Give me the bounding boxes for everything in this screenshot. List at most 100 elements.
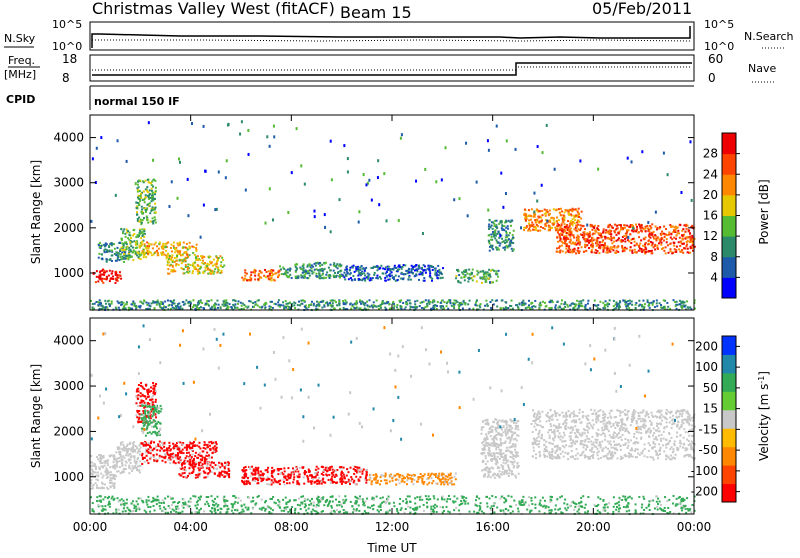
data-pixel bbox=[448, 474, 450, 476]
data-pixel bbox=[553, 208, 555, 210]
data-pixel bbox=[132, 444, 134, 446]
data-pixel bbox=[97, 301, 99, 303]
data-pixel bbox=[607, 237, 609, 239]
data-pixel bbox=[249, 468, 251, 470]
data-pixel bbox=[647, 243, 649, 245]
data-pixel bbox=[390, 475, 392, 477]
data-pixel bbox=[654, 234, 656, 236]
data-pixel bbox=[362, 303, 364, 305]
data-pixel bbox=[178, 448, 180, 450]
data-pixel bbox=[441, 305, 443, 307]
data-pixel bbox=[126, 243, 128, 245]
data-pixel bbox=[366, 479, 368, 481]
data-pixel bbox=[121, 258, 123, 260]
data-pixel bbox=[460, 282, 462, 284]
data-pixel bbox=[198, 442, 200, 444]
data-pixel bbox=[540, 304, 542, 306]
data-pixel bbox=[686, 236, 688, 238]
data-pixel bbox=[667, 252, 669, 254]
data-pixel bbox=[618, 232, 620, 234]
data-pixel bbox=[643, 249, 645, 251]
data-pixel bbox=[247, 477, 249, 479]
data-pixel bbox=[546, 220, 548, 223]
data-pixel bbox=[138, 195, 140, 197]
data-pixel bbox=[663, 233, 665, 235]
data-pixel bbox=[422, 232, 424, 235]
data-pixel bbox=[684, 301, 686, 303]
data-pixel bbox=[161, 456, 163, 458]
data-pixel bbox=[330, 300, 332, 302]
data-pixel bbox=[162, 254, 164, 256]
data-pixel bbox=[437, 265, 439, 267]
data-pixel bbox=[389, 275, 391, 277]
data-pixel bbox=[150, 417, 152, 419]
data-pixel bbox=[639, 243, 641, 245]
data-pixel bbox=[462, 273, 464, 275]
data-pixel bbox=[304, 306, 306, 308]
data-pixel bbox=[151, 188, 153, 190]
data-pixel bbox=[352, 304, 354, 306]
data-pixel bbox=[243, 467, 245, 469]
data-pixel bbox=[485, 275, 487, 277]
data-pixel bbox=[691, 235, 693, 237]
data-pixel bbox=[355, 470, 357, 472]
data-pixel bbox=[141, 213, 143, 215]
data-pixel bbox=[125, 468, 127, 470]
data-pixel bbox=[186, 243, 188, 245]
data-pixel bbox=[191, 447, 193, 449]
data-pixel bbox=[304, 183, 306, 186]
data-pixel bbox=[351, 279, 353, 281]
data-pixel bbox=[152, 217, 154, 219]
nave-trace bbox=[92, 67, 692, 70]
data-pixel bbox=[145, 211, 147, 213]
data-pixel bbox=[683, 243, 685, 245]
data-pixel bbox=[414, 300, 416, 302]
data-pixel bbox=[484, 475, 486, 477]
data-pixel bbox=[144, 402, 146, 404]
freq-trace bbox=[92, 63, 692, 75]
data-pixel bbox=[215, 464, 217, 466]
data-pixel bbox=[512, 250, 514, 252]
data-pixel bbox=[132, 251, 134, 253]
data-pixel bbox=[667, 306, 669, 308]
data-pixel bbox=[506, 232, 508, 234]
data-pixel bbox=[148, 405, 150, 407]
data-pixel bbox=[432, 300, 434, 302]
nsky-panel: N.Sky 10^5 10^0 10^5 10^0 N.Search bbox=[4, 18, 794, 53]
data-pixel bbox=[141, 428, 143, 430]
data-pixel bbox=[381, 301, 383, 303]
data-pixel bbox=[189, 242, 191, 244]
data-pixel bbox=[139, 471, 141, 473]
data-pixel bbox=[647, 301, 649, 303]
chart-title: Christmas Valley West (fitACF) bbox=[92, 0, 335, 18]
data-pixel bbox=[114, 248, 116, 250]
data-pixel bbox=[609, 229, 611, 231]
data-pixel bbox=[544, 302, 546, 304]
data-pixel bbox=[242, 477, 244, 479]
data-pixel bbox=[334, 272, 336, 274]
data-pixel bbox=[298, 275, 300, 277]
data-pixel bbox=[496, 239, 498, 241]
data-pixel bbox=[109, 258, 111, 260]
data-pixel bbox=[389, 481, 391, 483]
data-pixel bbox=[315, 273, 317, 275]
data-pixel bbox=[408, 271, 410, 273]
data-pixel bbox=[596, 245, 598, 247]
data-pixel bbox=[658, 242, 660, 244]
data-pixel bbox=[104, 483, 106, 485]
data-pixel bbox=[488, 234, 490, 236]
data-pixel bbox=[451, 482, 453, 484]
data-pixel bbox=[318, 477, 320, 479]
data-pixel bbox=[182, 254, 184, 256]
data-pixel bbox=[583, 231, 585, 233]
data-pixel bbox=[292, 481, 294, 483]
data-pixel bbox=[545, 305, 547, 307]
data-pixel bbox=[404, 481, 406, 483]
data-pixel bbox=[663, 250, 665, 252]
data-pixel bbox=[299, 467, 301, 469]
data-pixel bbox=[313, 304, 315, 306]
data-pixel bbox=[572, 307, 574, 309]
data-pixel bbox=[154, 198, 156, 200]
data-pixel bbox=[378, 308, 380, 310]
data-pixel bbox=[141, 405, 143, 407]
